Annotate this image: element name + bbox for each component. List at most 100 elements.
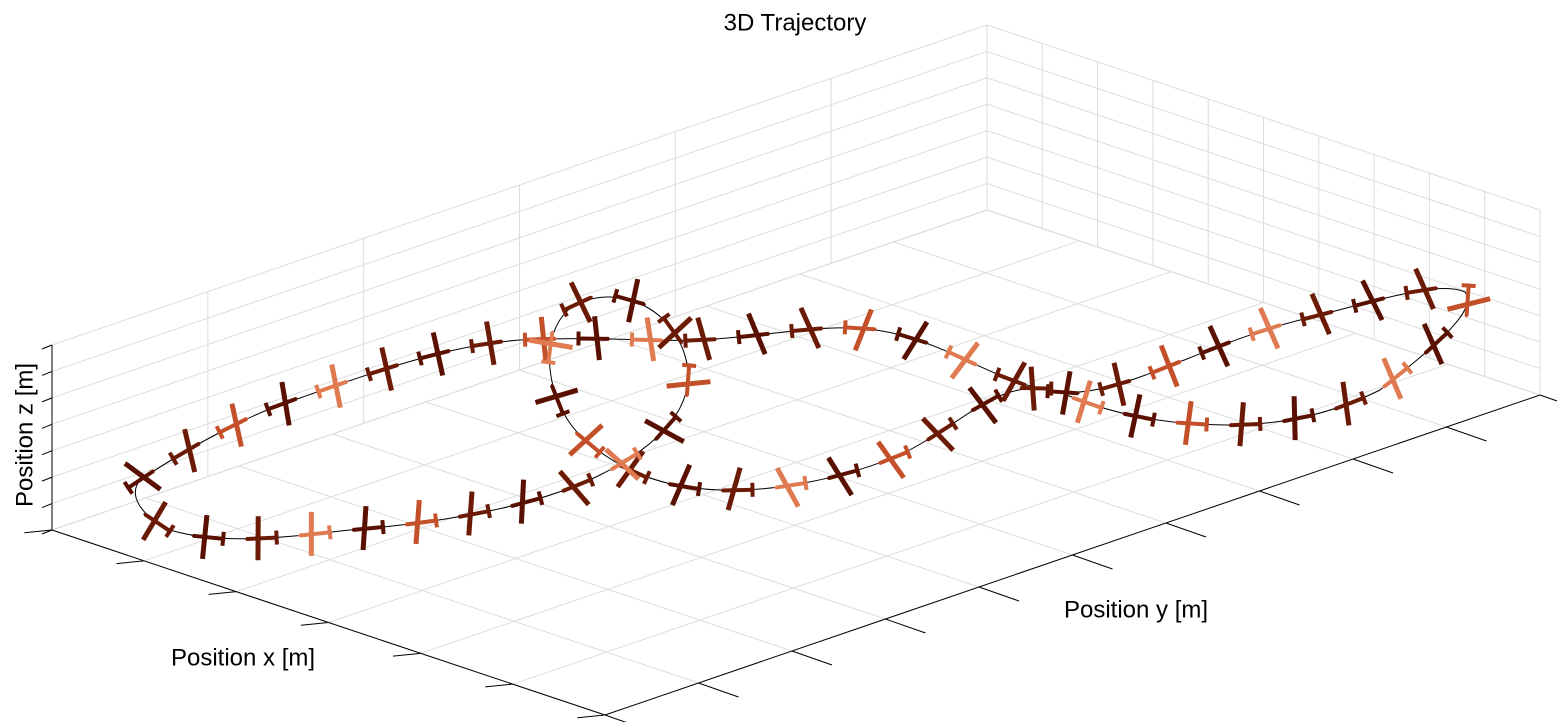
tick-mark <box>1352 458 1394 474</box>
aircraft-body <box>550 383 566 417</box>
aircraft-tail <box>943 344 954 360</box>
aircraft-body <box>1228 421 1263 428</box>
aircraft <box>720 467 755 511</box>
aircraft <box>1097 362 1132 407</box>
aircraft <box>1381 357 1414 400</box>
tick-mark <box>392 652 421 657</box>
aircraft-body <box>509 495 543 508</box>
aircraft-wing <box>604 447 641 481</box>
aircraft-wing <box>557 469 591 507</box>
aircraft-wing <box>643 418 685 444</box>
aircraft-tail <box>364 366 373 382</box>
aircraft <box>509 479 545 524</box>
aircraft-body <box>736 331 771 340</box>
aircraft-body <box>125 469 155 491</box>
aircraft-body <box>1464 283 1471 318</box>
aircraft-body <box>1404 286 1439 296</box>
tick-mark <box>208 591 237 595</box>
aircraft <box>943 341 980 380</box>
aircraft-tail <box>1461 283 1476 289</box>
aircraft-tail <box>1097 381 1105 397</box>
aircraft-tail <box>1049 381 1054 396</box>
aircraft-body <box>877 449 911 465</box>
aircraft-wing <box>360 505 369 551</box>
aircraft-wing <box>967 386 999 425</box>
aircraft-tail <box>1359 390 1368 406</box>
aircraft-body <box>826 467 860 481</box>
aircraft-body <box>143 512 173 534</box>
aircraft <box>876 440 913 480</box>
aircraft-body <box>469 339 504 349</box>
aircraft-tail <box>1299 312 1307 327</box>
aircraft-tail <box>853 463 862 478</box>
aircraft-tail <box>468 338 476 354</box>
aircraft-tail <box>1351 298 1359 314</box>
aircraft-tail <box>903 444 913 460</box>
grid-line <box>145 497 699 684</box>
aircraft-tail <box>485 503 492 519</box>
aircraft-body <box>1199 340 1232 356</box>
aircraft-body <box>575 431 603 456</box>
aircraft-tail <box>894 326 903 342</box>
aircraft-body <box>1149 359 1182 376</box>
aircraft-wing <box>568 281 593 324</box>
aircraft-tail <box>611 288 620 304</box>
aircraft-body <box>994 371 1027 387</box>
aircraft-body <box>1382 365 1411 389</box>
aircraft-wing <box>592 316 602 361</box>
aircraft-tail <box>1247 326 1256 342</box>
tick-mark <box>604 714 627 722</box>
aircraft-tail <box>122 480 134 495</box>
aircraft-tail <box>380 519 386 535</box>
aircraft-tail <box>214 425 225 440</box>
grid-line <box>51 77 988 399</box>
aircraft <box>683 316 718 361</box>
aircraft-wing <box>534 387 579 405</box>
aircraft <box>468 321 504 366</box>
aircraft-body <box>191 533 226 542</box>
aircraft <box>1019 366 1054 411</box>
tick-mark <box>791 650 833 666</box>
tick-mark <box>1165 522 1207 538</box>
grid-line <box>425 401 980 588</box>
aircraft <box>615 449 652 489</box>
tick-mark <box>978 586 1020 602</box>
aircraft-wing <box>1360 279 1385 322</box>
aircraft-markers <box>122 267 1491 561</box>
aircraft-wing <box>329 364 343 409</box>
aircraft-wing <box>852 308 874 352</box>
aircraft-tail <box>576 331 581 346</box>
grid-line <box>51 156 988 478</box>
grid-line <box>986 103 1541 290</box>
aircraft <box>364 346 400 391</box>
tick-mark <box>41 503 53 509</box>
aircraft <box>1174 400 1210 446</box>
aircraft-tail <box>593 445 606 459</box>
tick-mark <box>885 618 926 634</box>
aircraft-tail <box>416 351 424 366</box>
aircraft-tail <box>683 333 688 348</box>
aircraft-body <box>926 420 956 442</box>
x-axis-label: Position x [m] <box>171 644 315 671</box>
aircraft-wing <box>949 341 980 380</box>
tick-mark <box>41 529 53 535</box>
aircraft-wing <box>430 331 446 377</box>
aircraft-body <box>560 477 594 493</box>
tick-mark <box>41 344 53 350</box>
aircraft <box>263 381 298 426</box>
grid-line <box>986 24 1541 211</box>
aircraft-body <box>789 326 824 334</box>
aircraft-body <box>612 293 647 307</box>
aircraft-wing <box>379 346 394 391</box>
grid-line <box>332 433 886 620</box>
aircraft <box>894 320 930 361</box>
aircraft <box>1197 325 1232 368</box>
grid-line <box>51 130 988 452</box>
tick-mark <box>41 423 53 429</box>
aircraft <box>842 308 878 352</box>
aircraft-wing <box>413 499 422 545</box>
aircraft-tail <box>220 531 226 547</box>
aircraft <box>314 364 349 409</box>
aircraft-wing <box>200 514 210 560</box>
aircraft-wing <box>518 479 527 524</box>
